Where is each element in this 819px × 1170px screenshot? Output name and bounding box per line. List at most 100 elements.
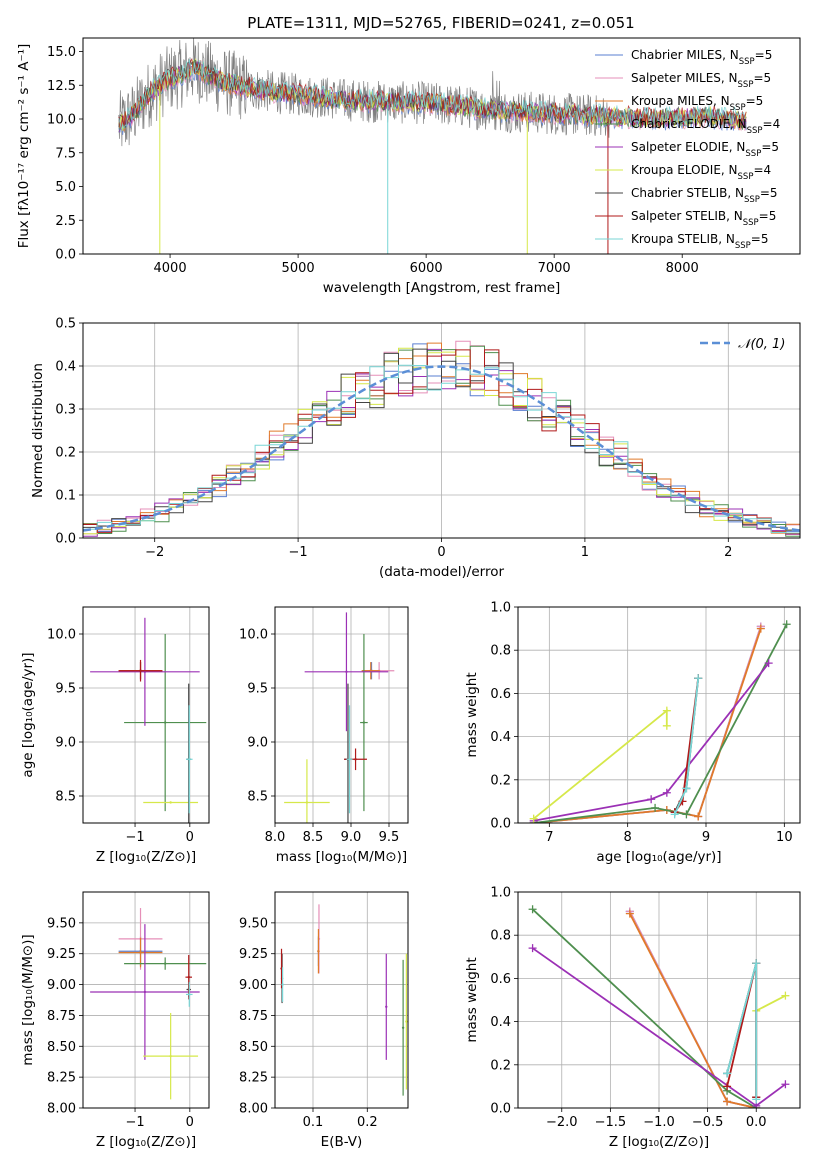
- x-tick-label: −1: [289, 545, 308, 560]
- spectrum-title: PLATE=1311, MJD=52765, FIBERID=0241, z=0…: [247, 14, 634, 32]
- plot-area: [280, 904, 408, 1096]
- x-tick-label: 0: [186, 830, 194, 845]
- residuals-panel: −2 −1 0 1 2 0.0 0.1 0.2 0.3 0.4 0.5 (data-model)/er…: [30, 317, 801, 580]
- axes-frame: [517, 891, 801, 1109]
- x-tick-label: 0.0: [746, 1115, 767, 1130]
- mass-weight-line: [533, 708, 668, 820]
- point-marker: [354, 758, 357, 761]
- errorbar-point: [405, 953, 408, 1090]
- axes-frame: [517, 606, 801, 824]
- point-marker: [385, 1005, 388, 1008]
- x-axis-label: Z [log₁₀(Z/Z⊙)]: [96, 1134, 196, 1150]
- errorbar-point: [284, 759, 330, 823]
- plus-marker: [662, 721, 671, 730]
- point-marker: [405, 1020, 408, 1023]
- x-tick-label: 0.2: [357, 1115, 378, 1130]
- mass-vs-metallicity-panel: −1 0 8.00 8.25 8.50 8.75 9.00 9.25 9.50 Z [log₁₀(…: [20, 891, 210, 1150]
- plus-marker: [723, 1097, 732, 1106]
- x-axis-label: Z [log₁₀(Z/Z⊙)]: [609, 1134, 709, 1150]
- x-axis-label: Z [log₁₀(Z/Z⊙)]: [96, 849, 196, 865]
- y-tick-label: 10.0: [239, 628, 268, 643]
- y-tick-label: 9.0: [247, 736, 268, 751]
- plot-area: [529, 620, 791, 823]
- y-tick-label: 0.3: [55, 403, 76, 418]
- y-tick-label: 9.25: [239, 947, 268, 962]
- y-tick-label: 9.5: [247, 682, 268, 697]
- plus-marker: [528, 944, 537, 953]
- y-axis-label: Flux [fλ10⁻¹⁷ erg cm⁻² s⁻¹ A⁻¹]: [16, 44, 32, 249]
- plot-area: [90, 908, 207, 1100]
- y-tick-label: 0.0: [490, 1102, 511, 1117]
- weight-vs-metallicity-panel: −2.0 −1.5 −1.0 −0.5 0.0 0.0 0.2 0.4 0.6 0.8 1.0 Z […: [464, 886, 801, 1150]
- point-marker: [305, 801, 309, 804]
- plus-marker: [723, 1082, 732, 1091]
- spectrum-panel: 4000 5000 6000 7000 8000 0.0 2.5 5.0 7.5 10.0 12.5…: [16, 37, 801, 296]
- y-tick-label: 2.5: [55, 214, 76, 229]
- y-tick-label: 10.0: [47, 628, 76, 643]
- point-marker: [143, 990, 147, 994]
- y-tick-label: 0.2: [490, 773, 511, 788]
- plus-marker: [662, 788, 671, 797]
- point-marker: [188, 758, 191, 761]
- y-tick-label: 8.50: [47, 1040, 76, 1055]
- residual-histogram-step: [83, 364, 800, 534]
- legend-entry: Kroupa MILES, NSSP=5: [631, 94, 763, 113]
- errorbar-point: [118, 659, 163, 682]
- plus-marker: [752, 959, 761, 968]
- point-marker: [139, 669, 142, 672]
- x-tick-label: 0: [437, 545, 445, 560]
- y-tick-label: 0.0: [55, 248, 76, 263]
- residual-histogram-step: [83, 349, 800, 535]
- y-tick-label: 0.6: [490, 972, 511, 987]
- plus-marker: [782, 620, 791, 629]
- x-tick-label: 7: [545, 830, 553, 845]
- plus-marker: [694, 674, 703, 683]
- y-tick-label: 8.25: [47, 1071, 76, 1086]
- y-tick-label: 0.4: [490, 730, 511, 745]
- y-tick-label: 9.00: [239, 978, 268, 993]
- errorbar-point: [143, 1012, 199, 1100]
- y-tick-label: 10.0: [47, 113, 76, 128]
- point-marker: [348, 758, 351, 761]
- y-tick-label: 8.00: [47, 1102, 76, 1117]
- plus-marker: [781, 1080, 790, 1089]
- point-marker: [169, 801, 172, 804]
- y-axis-label: mass weight: [464, 957, 480, 1042]
- axes-frame: [274, 891, 409, 1109]
- x-tick-label: 0: [186, 1115, 194, 1130]
- point-marker: [317, 950, 320, 953]
- y-axis-label: Normed distribution: [30, 363, 46, 498]
- x-axis-label: E(B-V): [321, 1134, 363, 1150]
- x-tick-label: 5000: [282, 261, 315, 276]
- weight-vs-age-panel: 7 8 9 10 0.0 0.2 0.4 0.6 0.8 1.0 age [log₁₀(age/yr…: [464, 601, 801, 865]
- age-vs-mass-panel: 8.0 8.5 9.0 9.5 8.5 9.0 9.5 10.0 mass [log₁₀(M/M…: [239, 606, 409, 865]
- x-tick-label: 9.0: [341, 830, 362, 845]
- x-tick-label: 7000: [538, 261, 571, 276]
- x-tick-label: 6000: [410, 261, 443, 276]
- plus-marker: [647, 795, 656, 804]
- x-axis-label: mass [log₁₀(M/M⊙)]: [276, 849, 407, 865]
- y-tick-label: 9.5: [55, 682, 76, 697]
- plus-marker: [682, 810, 691, 819]
- errorbar-point: [124, 634, 207, 812]
- x-tick-label: 8: [624, 830, 632, 845]
- x-tick-label: −0.5: [692, 1115, 724, 1130]
- errorbar-point: [401, 959, 405, 1096]
- legend-entry: Salpeter STELIB, NSSP=5: [631, 209, 776, 228]
- y-tick-label: 12.5: [47, 79, 76, 94]
- errorbar-point: [360, 634, 368, 812]
- mass-weight-line: [533, 626, 762, 823]
- x-axis-label: (data-model)/error: [379, 564, 505, 580]
- plus-marker: [752, 1095, 761, 1104]
- errorbar-point: [118, 937, 163, 968]
- x-tick-label: 8000: [666, 261, 699, 276]
- y-axis-label: mass weight: [464, 672, 480, 757]
- mass-weight-line: [628, 910, 757, 1108]
- plot-area: [90, 617, 207, 823]
- plus-marker: [651, 803, 660, 812]
- plus-marker: [662, 706, 671, 715]
- y-tick-label: 9.50: [47, 916, 76, 931]
- plus-marker: [528, 905, 537, 914]
- plus-marker: [682, 784, 691, 793]
- legend-entry: Kroupa STELIB, NSSP=5: [631, 232, 769, 251]
